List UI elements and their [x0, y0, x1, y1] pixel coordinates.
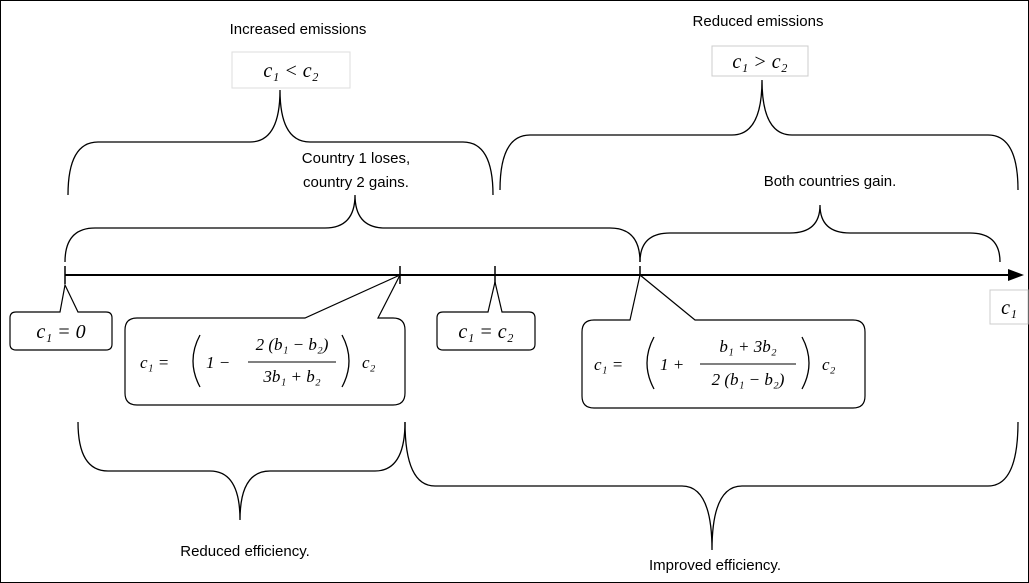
formula-denominator: 2 (b₁ − b₂)	[712, 370, 785, 389]
brace-label: Reduced efficiency.	[180, 543, 310, 560]
formula-lhs: c₁ =	[140, 353, 169, 372]
callout	[581, 273, 866, 409]
brace	[64, 194, 641, 263]
brace-label: Both countries gain.	[764, 173, 897, 190]
brace-label: Increased emissions	[230, 21, 367, 38]
condition-box	[711, 45, 809, 77]
formula-lhs: c₁ =	[594, 355, 623, 374]
axis-label-box	[989, 289, 1029, 325]
axis-label: c₁	[1001, 297, 1017, 319]
formula-term: 1 −	[206, 353, 230, 372]
formula-term: 1 +	[660, 355, 684, 374]
brace	[67, 89, 494, 196]
callout	[436, 281, 536, 351]
brace	[499, 79, 1019, 191]
formula: c₁ = 0	[36, 321, 85, 343]
brace-label: Improved efficiency.	[649, 557, 781, 574]
condition-box	[231, 51, 351, 89]
brace-label: Reduced emissions	[693, 13, 824, 30]
formula-denominator: 3b₁ + b₂	[262, 367, 320, 386]
formula: c₁ = c₂	[458, 321, 513, 343]
paren	[646, 336, 655, 390]
formula-numerator: b₁ + 3b₂	[719, 337, 776, 356]
formula-term: c₂	[362, 353, 376, 372]
formula-term: c₂	[822, 355, 836, 374]
brace	[639, 204, 1001, 263]
paren	[341, 334, 350, 388]
axis-arrow	[1008, 269, 1024, 281]
callout	[9, 283, 113, 351]
paren	[192, 334, 201, 388]
brace-label: Country 1 loses,	[302, 150, 410, 167]
brace-label: country 2 gains.	[303, 174, 409, 191]
brace	[77, 421, 406, 521]
condition: c₁ > c₂	[732, 51, 787, 73]
condition: c₁ < c₂	[263, 60, 318, 82]
paren	[801, 336, 810, 390]
formula-numerator: 2 (b₁ − b₂)	[256, 335, 329, 354]
brace	[404, 421, 1019, 551]
